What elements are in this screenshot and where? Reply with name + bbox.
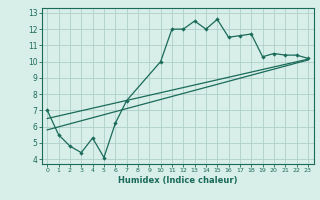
X-axis label: Humidex (Indice chaleur): Humidex (Indice chaleur) xyxy=(118,176,237,185)
